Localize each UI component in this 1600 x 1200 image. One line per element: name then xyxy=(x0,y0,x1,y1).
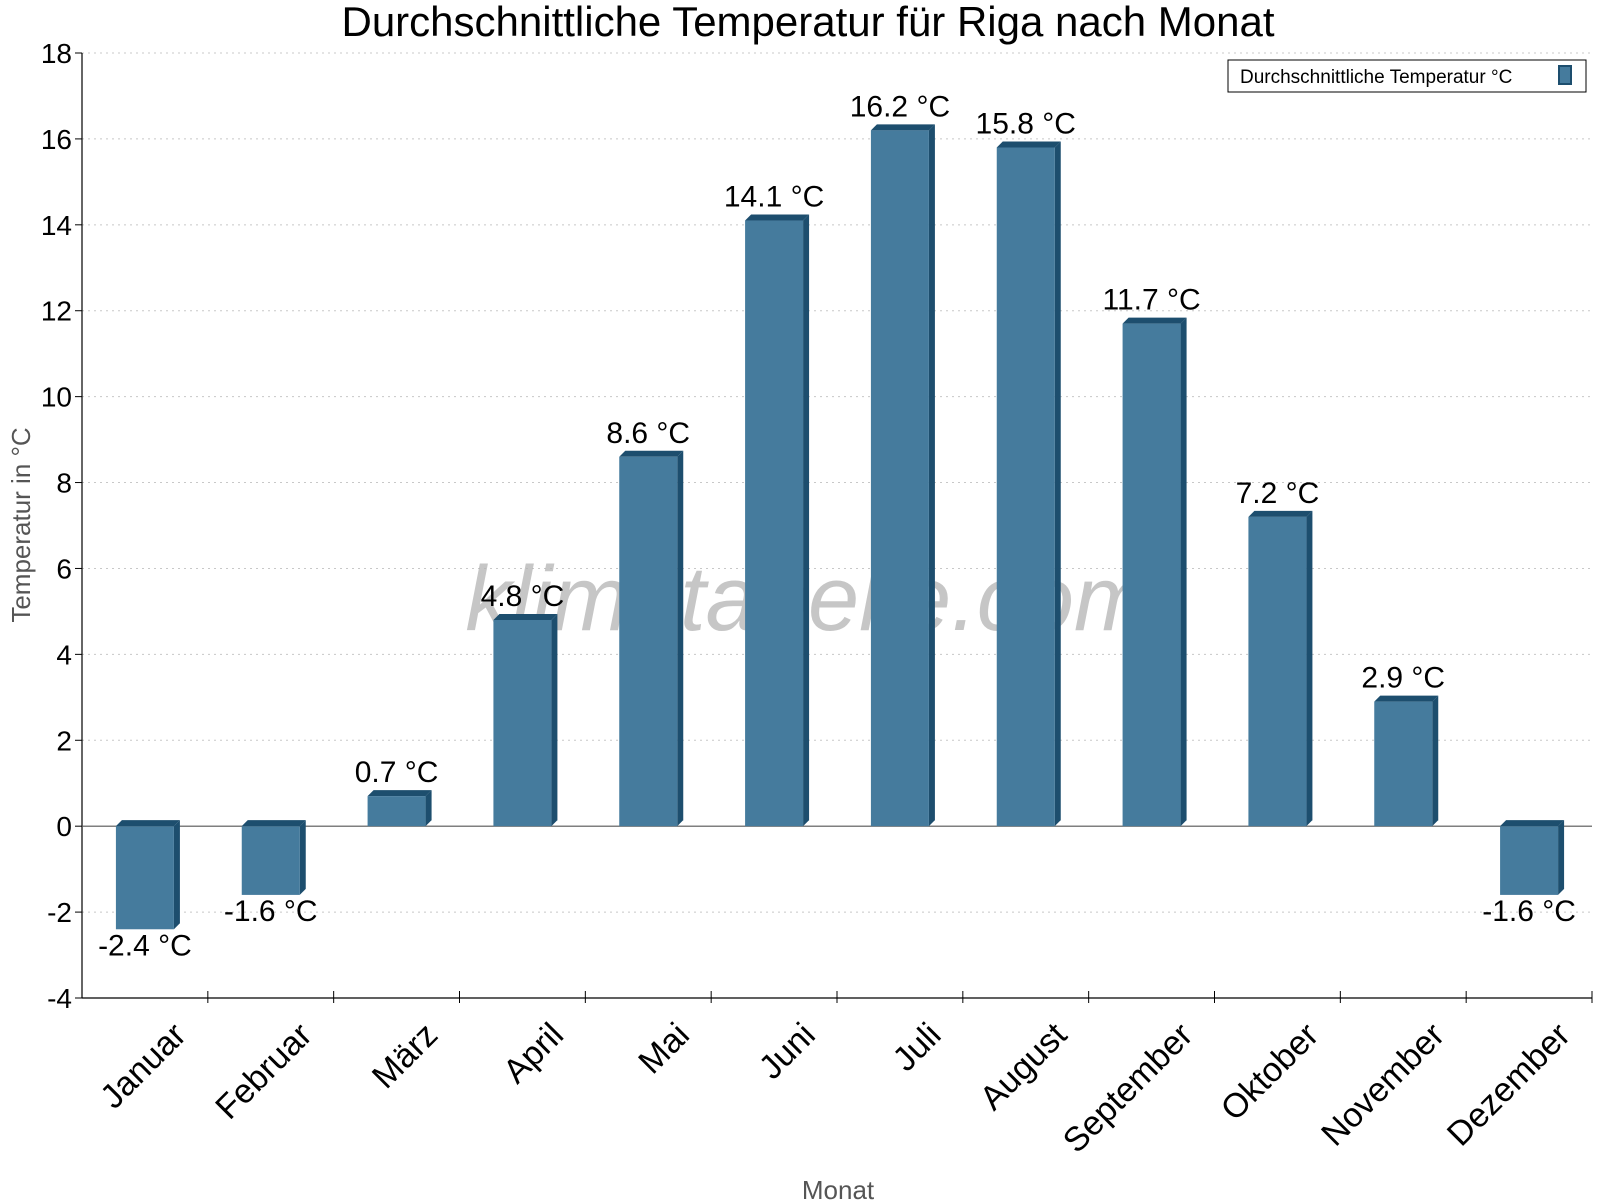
bar xyxy=(870,124,935,827)
bar-side xyxy=(1054,141,1061,827)
data-label: -2.4 °C xyxy=(98,929,192,962)
bar-front xyxy=(1500,826,1559,895)
y-tick-label: 4 xyxy=(56,639,72,670)
y-axis-title: Temperatur in °C xyxy=(6,427,36,622)
x-tick-label: Februar xyxy=(208,1016,319,1127)
bar-top xyxy=(241,820,306,827)
bar-front xyxy=(870,130,929,827)
y-tick-label: 18 xyxy=(41,38,72,69)
bar xyxy=(241,820,306,895)
bar-top xyxy=(1248,510,1313,517)
chart-title: Durchschnittliche Temperatur für Riga na… xyxy=(341,0,1274,45)
data-label: 7.2 °C xyxy=(1236,477,1320,510)
bar xyxy=(996,141,1061,827)
legend-swatch xyxy=(1558,65,1572,85)
legend: Durchschnittliche Temperatur °C xyxy=(1227,59,1587,93)
bar-top xyxy=(115,820,180,827)
bar-top xyxy=(1500,820,1565,827)
x-tick-label: Oktober xyxy=(1214,1016,1326,1128)
bar-front xyxy=(619,456,678,827)
bar-front xyxy=(241,826,300,895)
x-tick-label: Mai xyxy=(631,1016,697,1082)
bar-front xyxy=(493,620,552,827)
bar-side xyxy=(928,124,935,827)
bar xyxy=(1500,820,1565,895)
grid xyxy=(82,52,1592,913)
legend-box xyxy=(1227,59,1587,93)
data-label: 4.8 °C xyxy=(481,580,565,613)
x-tick-label: November xyxy=(1314,1016,1452,1154)
bar xyxy=(115,820,180,930)
bar-side xyxy=(551,614,558,827)
bar xyxy=(367,790,432,827)
data-label: 2.9 °C xyxy=(1361,662,1445,695)
bar-front xyxy=(1374,701,1433,827)
bar xyxy=(619,450,684,827)
data-label: 8.6 °C xyxy=(606,417,690,450)
data-label: 14.1 °C xyxy=(724,181,824,214)
x-tick-label: September xyxy=(1056,1016,1200,1160)
data-label: 15.8 °C xyxy=(976,108,1076,141)
bar-top xyxy=(367,790,432,797)
bars xyxy=(115,124,1565,930)
x-tick-label: August xyxy=(973,1015,1075,1117)
x-tick-label: März xyxy=(365,1016,445,1096)
y-tick-label: -2 xyxy=(47,897,72,928)
x-tick-label: April xyxy=(496,1016,571,1091)
y-tick-label: -4 xyxy=(47,983,72,1014)
y-tick-label: 10 xyxy=(41,382,72,413)
bar-top xyxy=(870,124,935,131)
x-tick-label: Juli xyxy=(886,1016,949,1079)
data-label: -1.6 °C xyxy=(224,895,318,928)
bar-top xyxy=(745,214,810,221)
bar-front xyxy=(996,147,1055,827)
bar-side xyxy=(1432,695,1439,827)
bar-side xyxy=(677,450,684,827)
y-tick-label: 16 xyxy=(41,124,72,155)
x-axis-title: Monat xyxy=(802,1175,875,1200)
bar-front xyxy=(367,796,426,827)
bar-side xyxy=(173,820,180,930)
bar xyxy=(493,614,558,827)
legend-label: Durchschnittliche Temperatur °C xyxy=(1240,67,1512,88)
bar-front xyxy=(1122,323,1181,827)
x-tick-label: Januar xyxy=(93,1016,193,1116)
x-tick-label: Dezember xyxy=(1440,1016,1578,1154)
y-tick-label: 12 xyxy=(41,296,72,327)
bar-front xyxy=(115,826,174,930)
bar xyxy=(745,214,810,827)
bar-top xyxy=(1122,317,1187,324)
bar-side xyxy=(425,790,432,827)
bar-front xyxy=(1248,516,1307,827)
bar-side xyxy=(299,820,306,895)
x-tick-label: Juni xyxy=(752,1016,823,1087)
bar-side xyxy=(1558,820,1565,895)
y-tick-label: 6 xyxy=(56,553,72,584)
bar-top xyxy=(493,614,558,620)
data-labels: -2.4 °C -1.6 °C 0.7 °C 4.8 °C 8.6 °C 14.1 °C 1… xyxy=(98,90,1576,962)
bar xyxy=(1374,695,1439,827)
bar-front xyxy=(745,220,804,827)
y-tick-label: 14 xyxy=(41,210,72,241)
data-label: 11.7 °C xyxy=(1102,284,1200,317)
bar-top xyxy=(619,450,684,457)
y-tick-label: 0 xyxy=(56,811,72,842)
bar-top xyxy=(1374,695,1439,702)
bar-top xyxy=(996,141,1061,148)
y-tick-label: 8 xyxy=(56,468,72,499)
bar-side xyxy=(1306,510,1313,827)
data-label: 0.7 °C xyxy=(355,756,439,789)
bar-side xyxy=(1180,317,1187,827)
bar xyxy=(1248,510,1313,827)
bar-side xyxy=(803,214,810,827)
data-label: 16.2 °C xyxy=(850,90,950,123)
bar xyxy=(1122,317,1187,827)
data-label: -1.6 °C xyxy=(1482,895,1576,928)
y-tick-label: 2 xyxy=(56,725,72,756)
